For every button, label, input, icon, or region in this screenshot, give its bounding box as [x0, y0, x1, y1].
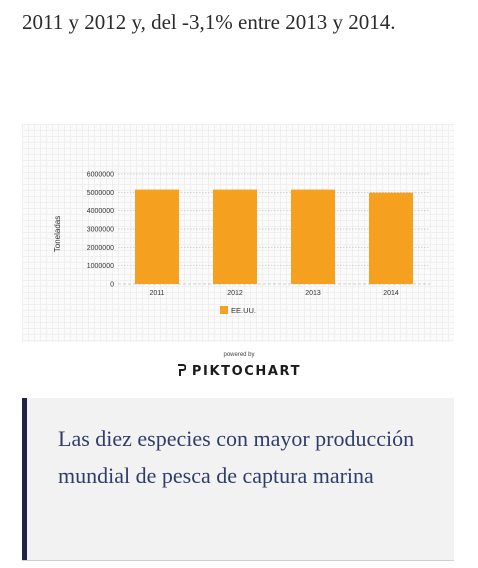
x-tick-label: 2011	[149, 290, 164, 297]
bottom-divider	[22, 560, 454, 561]
chart-card: 0 1000000 2000000 3000000 4000000 5000000 6000…	[22, 124, 454, 342]
callout-text: Las diez especies con mayor producción m…	[58, 426, 415, 488]
intro-paragraph: 2011 y 2012 y, del -3,1% entre 2013 y 20…	[22, 10, 396, 34]
x-tick-label: 2013	[305, 290, 321, 297]
y-tick-label: 0	[110, 282, 114, 289]
x-tick-label: 2014	[383, 290, 399, 297]
y-tick-label: 3000000	[87, 227, 114, 234]
piktochart-brand[interactable]: PIKTOCHART	[0, 364, 478, 379]
y-axis-label: Toneladas	[53, 216, 62, 252]
legend-label: EE.UU.	[231, 306, 256, 315]
callout-accent-bar	[22, 398, 27, 560]
y-tick-label: 6000000	[87, 172, 114, 179]
bar[interactable]	[213, 189, 257, 284]
x-tick-label: 2012	[227, 290, 243, 297]
bar-chart: 0 1000000 2000000 3000000 4000000 5000000 6000…	[53, 172, 430, 315]
piktochart-logo-icon	[177, 364, 187, 377]
brand-name: PIKTOCHART	[191, 364, 302, 379]
legend-swatch	[220, 306, 228, 314]
bar[interactable]	[291, 189, 335, 284]
y-tick-label: 4000000	[87, 208, 114, 215]
powered-by-label: powered by	[223, 352, 255, 358]
y-tick-label: 1000000	[87, 263, 114, 270]
bar[interactable]	[135, 189, 179, 284]
blockquote-callout: Las diez especies con mayor producción m…	[22, 398, 454, 560]
y-tick-label: 5000000	[87, 190, 114, 197]
bar[interactable]	[369, 192, 413, 284]
y-tick-label: 2000000	[87, 245, 114, 252]
